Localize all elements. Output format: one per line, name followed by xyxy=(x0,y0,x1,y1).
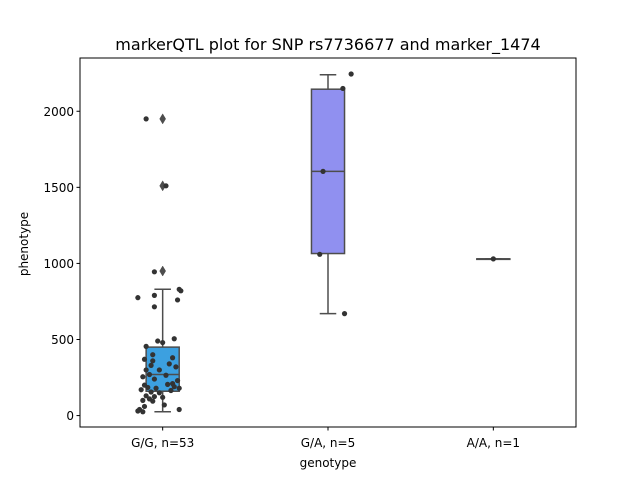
x-tick-label: G/A, n=5 xyxy=(301,436,355,450)
data-point xyxy=(161,402,167,408)
plot-area xyxy=(79,57,577,428)
data-point xyxy=(140,374,146,380)
box-group xyxy=(310,73,346,315)
data-point xyxy=(174,297,181,303)
data-point xyxy=(135,408,141,414)
data-point xyxy=(140,409,146,415)
data-point xyxy=(176,406,182,413)
data-point xyxy=(156,367,162,373)
data-point xyxy=(151,292,157,298)
y-tick-label: 1000 xyxy=(43,257,74,271)
data-point xyxy=(151,269,157,275)
data-point xyxy=(155,338,161,344)
x-axis: G/G, n=53 G/A, n=5 A/A, n=1 xyxy=(131,427,520,450)
y-axis-label: phenotype xyxy=(17,212,31,276)
data-point xyxy=(169,355,176,361)
outlier-marker xyxy=(159,265,166,277)
data-point xyxy=(150,398,156,404)
data-point xyxy=(135,295,141,301)
data-point xyxy=(148,362,154,368)
y-tick-label: 0 xyxy=(66,409,74,423)
x-tick-label: G/G, n=53 xyxy=(131,436,194,450)
outlier-marker xyxy=(159,113,166,125)
data-point xyxy=(141,356,148,362)
data-point xyxy=(150,358,156,364)
data-point xyxy=(148,389,154,395)
data-point xyxy=(348,71,354,77)
y-tick-label: 2000 xyxy=(43,105,74,119)
x-axis-label: genotype xyxy=(300,456,357,470)
data-point xyxy=(171,336,177,342)
data-point xyxy=(138,387,144,393)
y-tick-label: 500 xyxy=(51,333,74,347)
data-point xyxy=(160,339,166,346)
data-point xyxy=(160,394,166,400)
data-point xyxy=(166,361,172,367)
data-point xyxy=(143,393,149,399)
chart-title: markerQTL plot for SNP rs7736677 and mar… xyxy=(115,35,540,55)
data-point xyxy=(153,385,159,391)
data-point xyxy=(317,251,323,257)
data-point xyxy=(176,385,182,391)
data-point xyxy=(141,403,148,410)
data-point xyxy=(173,364,179,370)
data-point xyxy=(151,376,157,382)
data-point xyxy=(143,343,149,349)
data-point xyxy=(151,304,157,310)
data-point xyxy=(320,168,326,174)
data-point xyxy=(156,390,162,396)
data-point xyxy=(340,85,346,92)
data-point xyxy=(146,371,153,378)
y-axis: 0 500 1000 1500 2000 xyxy=(43,105,80,423)
points-layer xyxy=(135,71,496,415)
y-tick-label: 1500 xyxy=(43,181,74,195)
data-point xyxy=(168,387,174,394)
data-point xyxy=(143,116,149,122)
data-point xyxy=(341,311,348,317)
data-point xyxy=(163,372,169,378)
x-tick-label: A/A, n=1 xyxy=(467,436,520,450)
data-point xyxy=(174,377,181,384)
data-point xyxy=(151,393,157,400)
data-point xyxy=(163,183,169,189)
data-point xyxy=(145,384,151,391)
data-point xyxy=(490,256,496,262)
data-point xyxy=(143,367,149,373)
data-point xyxy=(165,381,171,387)
data-point xyxy=(178,288,184,294)
data-point xyxy=(150,352,156,358)
data-point xyxy=(171,384,177,390)
data-point xyxy=(140,397,146,403)
